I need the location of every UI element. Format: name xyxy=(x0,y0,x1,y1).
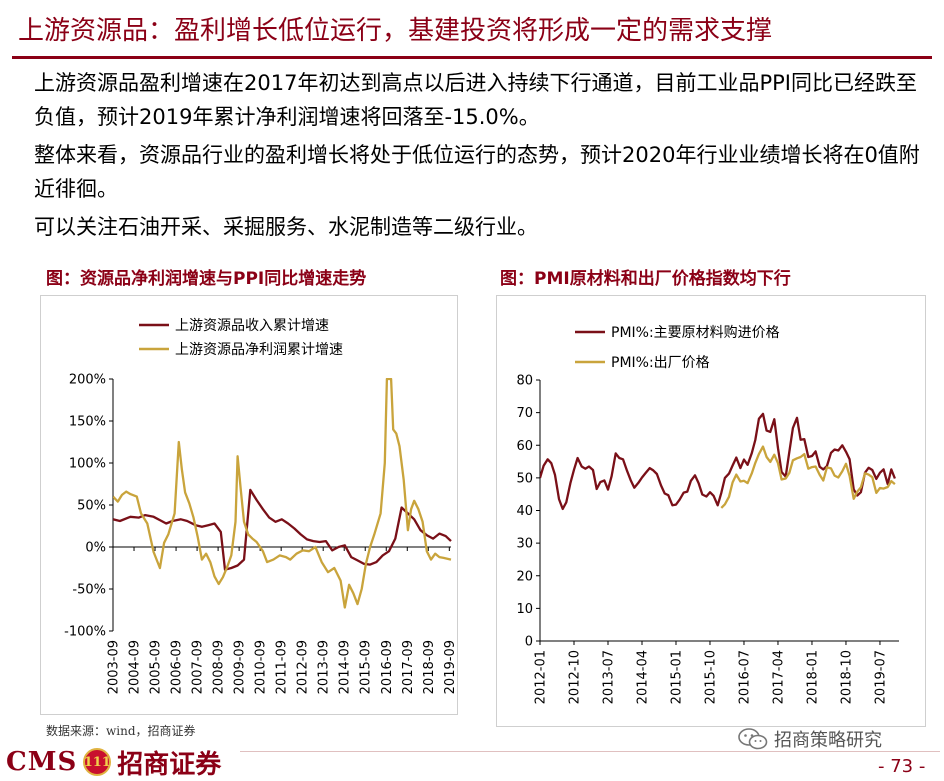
chart-2-panel: 0 10 20 30 40 50 60 70 80 2012-01 2012-10 2013-07 20… xyxy=(496,295,926,727)
company-logo: CMS 111 招商证券 xyxy=(6,745,222,780)
figure-1-title: 图：资源品净利润增速与PPI同比增速走势 xyxy=(46,269,367,289)
chart-1-series-1-line xyxy=(113,488,452,571)
chart-1-y-tick-label: 0% xyxy=(85,541,106,556)
chart-1-x-tick-label: 2004-09 xyxy=(128,640,143,694)
chart-2-x-tick-label: 2018-10 xyxy=(839,650,854,704)
chart-1-y-tick-label: -100% xyxy=(64,625,106,640)
chart-1-y-tick-label: 150% xyxy=(69,415,106,430)
logo-emblem-icon: 111 xyxy=(83,748,112,776)
chart-2-x-tick-label: 2014-04 xyxy=(635,650,650,704)
chart-2-x-tick-label: 2015-10 xyxy=(703,650,718,704)
chart-2-y-tick-label: 60 xyxy=(516,439,533,454)
bullet-3: 可以关注石油开采、采掘服务、水泥制造等二级行业。 xyxy=(34,210,930,244)
chart-2-x-tick-label: 2013-07 xyxy=(601,650,616,704)
chart-2-x-tick-label: 2015-01 xyxy=(669,650,684,704)
chart-2-x-tick-label: 2019-07 xyxy=(873,650,888,704)
figure-2-title: 图：PMI原材料和出厂价格指数均下行 xyxy=(500,269,791,289)
chart-2-svg: 0 10 20 30 40 50 60 70 80 2012-01 2012-10 2013-07 20… xyxy=(516,325,899,704)
chart-1-x-tick-label: 2008-09 xyxy=(212,640,227,694)
bullet-1: 上游资源品盈利增速在2017年初达到高点以后进入持续下行通道，目前工业品PPI同… xyxy=(34,66,930,134)
chart-1-panel: -100% -50% 0% 50% 100% 150% 200% 2003-09 2004-09… xyxy=(40,295,458,715)
chart-1-x-tick-label: 2014-09 xyxy=(338,640,353,694)
footer-divider xyxy=(240,751,940,752)
chart-2-y-tick-label: 30 xyxy=(516,537,533,552)
chart-1-x-tick-label: 2019-09 xyxy=(443,640,457,694)
chart-1-x-tick-label: 2017-09 xyxy=(401,640,416,694)
data-source-note: 数据来源：wind，招商证券 xyxy=(46,724,196,738)
chart-1-x-tick-label: 2005-09 xyxy=(149,640,164,694)
logo-chinese-text: 招商证券 xyxy=(117,749,222,780)
chart-1-x-tick-label: 2010-09 xyxy=(254,640,269,694)
chart-1-svg: -100% -50% 0% 50% 100% 150% 200% 2003-09 2004-09… xyxy=(64,318,457,694)
logo-emblem-text: 111 xyxy=(83,754,111,770)
logo-cms-text: CMS xyxy=(6,747,78,777)
chart-2-x-tick-label: 2017-04 xyxy=(771,650,786,704)
chart-2-y-tick-label: 20 xyxy=(516,569,533,584)
chart-1-x-tick-label: 2016-09 xyxy=(380,640,395,694)
chart-2-x-tick-label: 2012-01 xyxy=(534,650,549,704)
chart-1-x-tick-label: 2015-09 xyxy=(359,640,374,694)
wechat-icon xyxy=(738,728,768,750)
chart-1-legend-label-2: 上游资源品净利润累计增速 xyxy=(175,342,343,358)
chart-2-y-tick-label: 40 xyxy=(516,504,533,519)
chart-2-y-tick-label: 80 xyxy=(516,374,533,389)
title-divider xyxy=(12,56,932,59)
wechat-account-name: 招商策略研究 xyxy=(774,730,882,751)
page-number: - 73 - xyxy=(878,756,926,777)
chart-2-x-tick-label: 2018-01 xyxy=(805,650,820,704)
chart-1-series-2-line xyxy=(113,378,452,609)
chart-2-y-tick-label: 50 xyxy=(516,471,533,486)
wechat-account: 招商策略研究 xyxy=(738,726,882,752)
chart-2-x-tick-label: 2012-10 xyxy=(567,650,582,704)
bullet-2-text: 整体来看，资源品行业的盈利增长将处于低位运行的态势，预计2020年行业业绩增长将… xyxy=(34,143,920,201)
chart-1-x-tick-label: 2009-09 xyxy=(233,640,248,694)
bullet-list: 上游资源品盈利增速在2017年初达到高点以后进入持续下行通道，目前工业品PPI同… xyxy=(34,66,930,248)
bullet-2: 整体来看，资源品行业的盈利增长将处于低位运行的态势，预计2020年行业业绩增长将… xyxy=(34,138,930,206)
chart-1-y-tick-label: -50% xyxy=(72,583,106,598)
chart-2-y-tick-label: 0 xyxy=(525,635,533,650)
bullet-1-text: 上游资源品盈利增速在2017年初达到高点以后进入持续下行通道，目前工业品PPI同… xyxy=(34,71,917,129)
chart-2-y-tick-label: 10 xyxy=(516,602,533,617)
page-title: 上游资源品：盈利增长低位运行，基建投资将形成一定的需求支撑 xyxy=(18,16,773,46)
chart-2-y-tick-label: 70 xyxy=(516,406,533,421)
chart-1-y-tick-label: 200% xyxy=(69,373,106,388)
chart-1-legend-label-1: 上游资源品收入累计增速 xyxy=(175,318,329,334)
chart-2-series-1-line xyxy=(540,412,896,511)
chart-1-x-tick-label: 2018-09 xyxy=(422,640,437,694)
chart-2-legend-label-1: PMI%:主要原材料购进价格 xyxy=(611,325,780,341)
chart-1-x-tick-label: 2011-09 xyxy=(275,640,290,694)
chart-1-x-tick-label: 2013-09 xyxy=(317,640,332,694)
chart-2-series-2-line xyxy=(720,445,896,509)
chart-2-legend-label-2: PMI%:出厂价格 xyxy=(611,355,710,371)
chart-1-x-tick-label: 2007-09 xyxy=(191,640,206,694)
chart-1-y-tick-label: 100% xyxy=(69,457,106,472)
chart-1-y-tick-label: 50% xyxy=(77,499,106,514)
chart-1-x-tick-label: 2003-09 xyxy=(107,640,122,694)
chart-2-x-tick-label: 2016-07 xyxy=(737,650,752,704)
chart-1-x-tick-label: 2006-09 xyxy=(170,640,185,694)
chart-1-x-tick-label: 2012-09 xyxy=(296,640,311,694)
bullet-3-text: 可以关注石油开采、采掘服务、水泥制造等二级行业。 xyxy=(34,215,538,239)
